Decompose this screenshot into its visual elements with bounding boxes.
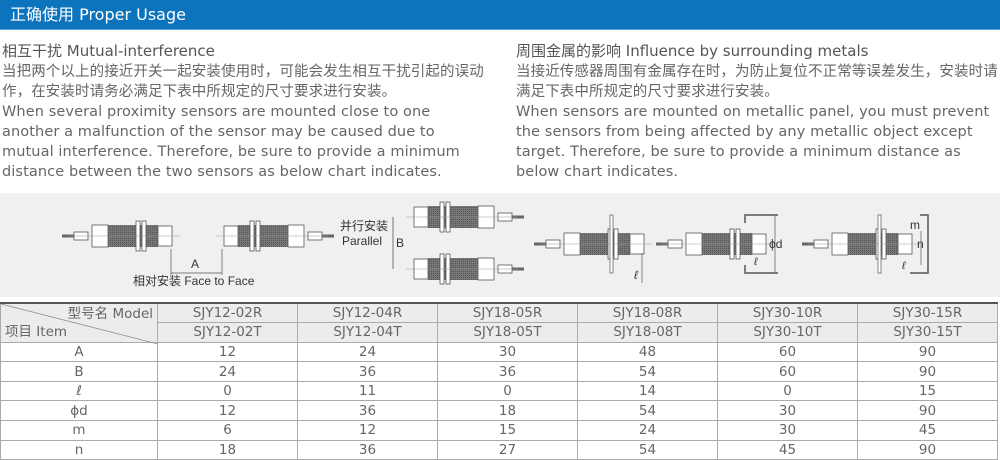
sensor-panel-mounted bbox=[532, 227, 654, 261]
label-l: ℓ bbox=[901, 260, 906, 272]
mutual-interference-section: 相互干扰 Mutual-interference 当把两个以上的接近开关一起安装… bbox=[2, 40, 486, 182]
model-cell: SJY12-02R bbox=[157, 302, 298, 324]
label-a: A bbox=[191, 257, 199, 271]
chinese-description: 当把两个以上的接近开关一起安装使用时，可能会发生相互干扰引起的误动作，在安装时请… bbox=[2, 64, 484, 100]
model-cell: SJY12-02T bbox=[157, 322, 298, 343]
label-m: m bbox=[910, 218, 920, 232]
value-cell: 0 bbox=[437, 380, 578, 402]
value-cell: 30 bbox=[717, 420, 858, 441]
english-description: When sensors are mounted on metallic pan… bbox=[516, 104, 990, 180]
corner-model-label: 型号名 Model bbox=[67, 306, 153, 322]
value-cell: 36 bbox=[437, 361, 578, 382]
model-cell: SJY18-05T bbox=[437, 322, 578, 343]
section-title: 正确使用 Proper Usage bbox=[10, 5, 186, 24]
sensor-parallel-top bbox=[404, 200, 526, 234]
sensor-left bbox=[60, 219, 182, 253]
sensor-right bbox=[214, 219, 336, 253]
sensor-in-metal-box bbox=[654, 227, 776, 261]
dimension-table: 型号名 Model 项目 Item SJY12-02R SJY12-04R SJY1… bbox=[0, 302, 998, 460]
chinese-description: 当接近传感器周围有金属存在时，为防止复位不正常等误差发生，安装时请满足下表中所规… bbox=[516, 64, 998, 100]
label-l: ℓ bbox=[753, 256, 758, 268]
section-heading: 相互干扰 Mutual-interference bbox=[2, 42, 215, 60]
english-description: When several proximity sensors are mount… bbox=[2, 104, 460, 180]
corner-item-label: 项目 Item bbox=[5, 323, 68, 340]
table-row: ϕd 12 36 18 54 30 90 bbox=[0, 400, 998, 422]
table-corner: 型号名 Model 项目 Item bbox=[0, 302, 158, 344]
value-cell: 12 bbox=[157, 341, 298, 363]
label-od: ϕd bbox=[769, 237, 782, 251]
section-header: 正确使用 Proper Usage bbox=[0, 0, 1000, 30]
model-cell: SJY30-10R bbox=[717, 302, 858, 324]
table-row: m 6 12 15 24 30 45 bbox=[0, 420, 998, 441]
value-cell: 60 bbox=[717, 341, 858, 363]
value-cell: 90 bbox=[857, 341, 998, 363]
value-cell: 24 bbox=[297, 341, 438, 363]
value-cell: 48 bbox=[577, 341, 718, 363]
value-cell: 24 bbox=[577, 420, 718, 441]
value-cell: 11 bbox=[297, 380, 438, 402]
value-cell: 45 bbox=[857, 420, 998, 441]
value-cell: 6 bbox=[157, 420, 298, 441]
value-cell: 90 bbox=[857, 439, 998, 460]
row-label: n bbox=[0, 439, 158, 460]
value-cell: 18 bbox=[157, 439, 298, 460]
model-cell: SJY30-15R bbox=[857, 302, 998, 324]
value-cell: 27 bbox=[437, 439, 578, 460]
section-heading: 周围金属的影响 Influence by surrounding metals bbox=[516, 42, 869, 60]
table-row: A 12 24 30 48 60 90 bbox=[0, 341, 998, 363]
table-row: ℓ 0 11 0 14 0 15 bbox=[0, 380, 998, 402]
sensor-near-metal bbox=[800, 227, 922, 261]
value-cell: 36 bbox=[297, 400, 438, 422]
value-cell: 45 bbox=[717, 439, 858, 460]
table-row: B 24 36 36 54 60 90 bbox=[0, 361, 998, 382]
value-cell: 54 bbox=[577, 400, 718, 422]
value-cell: 54 bbox=[577, 361, 718, 382]
model-cell: SJY18-08R bbox=[577, 302, 718, 324]
value-cell: 18 bbox=[437, 400, 578, 422]
sensor-parallel-bottom bbox=[404, 252, 526, 286]
row-label: m bbox=[0, 420, 158, 441]
value-cell: 36 bbox=[297, 361, 438, 382]
installation-diagram: A 相对安装 Face to Face 并行安装 Parallel B ℓ ϕd… bbox=[0, 193, 1000, 297]
value-cell: 15 bbox=[437, 420, 578, 441]
model-cell: SJY12-04T bbox=[297, 322, 438, 343]
model-cell: SJY18-05R bbox=[437, 302, 578, 324]
value-cell: 90 bbox=[857, 361, 998, 382]
model-row-r: 型号名 Model 项目 Item SJY12-02R SJY12-04R SJY1… bbox=[0, 302, 998, 344]
value-cell: 30 bbox=[717, 400, 858, 422]
row-label: ϕd bbox=[0, 400, 158, 422]
model-cell: SJY30-15T bbox=[857, 322, 998, 343]
table-row: n 18 36 27 54 45 90 bbox=[0, 439, 998, 460]
value-cell: 90 bbox=[857, 400, 998, 422]
model-cell: SJY12-04R bbox=[297, 302, 438, 324]
model-cell: SJY30-10T bbox=[717, 322, 858, 343]
value-cell: 15 bbox=[857, 380, 998, 402]
row-label: B bbox=[0, 361, 158, 382]
value-cell: 36 bbox=[297, 439, 438, 460]
label-b: B bbox=[396, 236, 404, 250]
surrounding-metals-section: 周围金属的影响 Influence by surrounding metals … bbox=[516, 40, 1000, 182]
label-n: n bbox=[917, 237, 924, 251]
parallel-label-zh: 并行安装 bbox=[340, 218, 388, 233]
row-label: ℓ bbox=[0, 380, 158, 402]
value-cell: 30 bbox=[437, 341, 578, 363]
face-to-face-label: 相对安装 Face to Face bbox=[133, 273, 255, 288]
value-cell: 12 bbox=[297, 420, 438, 441]
value-cell: 14 bbox=[577, 380, 718, 402]
parallel-label-en: Parallel bbox=[342, 234, 382, 248]
model-row-t: SJY12-02T SJY12-04T SJY18-05T SJY18-08T SJY3… bbox=[1, 322, 998, 343]
value-cell: 0 bbox=[157, 380, 298, 402]
value-cell: 24 bbox=[157, 361, 298, 382]
value-cell: 60 bbox=[717, 361, 858, 382]
value-cell: 54 bbox=[577, 439, 718, 460]
value-cell: 0 bbox=[717, 380, 858, 402]
label-l: ℓ bbox=[634, 268, 639, 282]
value-cell: 12 bbox=[157, 400, 298, 422]
row-label: A bbox=[0, 341, 158, 363]
model-cell: SJY18-08T bbox=[577, 322, 718, 343]
